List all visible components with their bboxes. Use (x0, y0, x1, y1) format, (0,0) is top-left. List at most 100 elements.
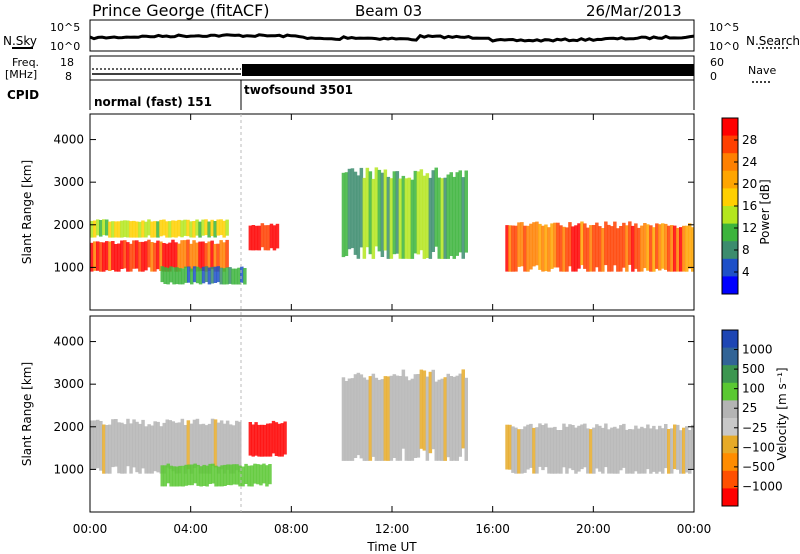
heatmap-cell (126, 220, 130, 238)
heatmap-cell (455, 172, 459, 256)
heatmap-cell (610, 427, 614, 474)
heatmap-cell (257, 225, 262, 251)
heatmap-cell (147, 424, 151, 474)
heatmap-cell (277, 423, 281, 457)
feature-3 (160, 266, 247, 285)
heatmap-cell (120, 240, 124, 269)
heatmap-cell (604, 423, 608, 468)
heatmap-cell (280, 423, 284, 457)
heatmap-cell (207, 241, 211, 271)
freq-label-2: [MHz] (5, 68, 37, 81)
station-title: Prince George (fitACF) (92, 1, 270, 20)
heatmap-cell (250, 465, 254, 487)
heatmap-cell (108, 241, 112, 271)
colorbar-swatch (722, 330, 738, 349)
colorbar-tick-label: 8 (742, 243, 750, 257)
heatmap-cell (180, 220, 184, 238)
heatmap-cell (153, 221, 157, 238)
colorbar-swatch (722, 435, 738, 454)
heatmap-cell (102, 219, 106, 236)
heatmap-cell (232, 464, 236, 485)
heatmap-cell (676, 424, 680, 470)
y-tick-label: 2000 (53, 420, 84, 434)
heatmap-cell (631, 225, 635, 272)
heatmap-cell (117, 422, 121, 474)
heatmap-cell (344, 381, 349, 461)
heatmap-cell (685, 225, 689, 272)
heatmap-cell (383, 169, 388, 251)
heatmap-cell (625, 225, 629, 272)
heatmap-cell (198, 268, 203, 285)
heatmap-cell (174, 422, 179, 474)
heatmap-cell (377, 169, 382, 252)
heatmap-cell (341, 377, 346, 461)
heatmap-cell (240, 266, 244, 283)
heatmap-cell (673, 424, 677, 470)
nave-tick-bottom: 0 (710, 70, 717, 83)
heatmap-cell (688, 430, 692, 474)
heatmap-cell (241, 466, 245, 487)
heatmap-cell (607, 429, 611, 474)
heatmap-cell (362, 377, 367, 461)
colorbar-tick-label: 25 (742, 401, 757, 415)
heatmap-cell (272, 225, 277, 251)
heatmap-cell (455, 375, 459, 461)
heatmap-cell (201, 423, 206, 474)
heatmap-cell (186, 239, 190, 268)
heatmap-cell (574, 427, 578, 474)
heatmap-cell (529, 423, 533, 468)
heatmap-cell (123, 424, 127, 474)
heatmap-cell (344, 172, 349, 256)
heatmap-cell (237, 267, 241, 285)
heatmap-cell (184, 266, 188, 283)
heatmap-cell (213, 243, 217, 272)
heatmap-cell (147, 239, 151, 268)
heatmap-cell (407, 380, 412, 461)
feature-4 (505, 423, 695, 474)
heatmap-cell (634, 425, 638, 472)
heatmap-cell (505, 225, 509, 272)
heatmap-cell (220, 465, 224, 487)
heatmap-cell (132, 240, 136, 269)
power-ylabel: Slant Range [km] (20, 160, 34, 264)
heatmap-cell (532, 427, 536, 474)
heatmap-cell (253, 463, 257, 484)
heatmap-cell (204, 243, 208, 272)
heatmap-cell (413, 170, 418, 254)
heatmap-cell (283, 421, 287, 455)
heatmap-cell (350, 378, 355, 461)
heatmap-cell (171, 421, 175, 472)
nsky-trace (89, 33, 695, 43)
heatmap-cell (181, 465, 185, 487)
colorbar-tick-label: 4 (742, 265, 750, 279)
heatmap-cell (571, 425, 575, 471)
heatmap-cell (108, 221, 112, 238)
heatmap-cell (359, 374, 364, 459)
heatmap-cell (199, 466, 203, 487)
heatmap-cell (174, 220, 178, 238)
heatmap-cell (135, 221, 139, 238)
heatmap-cell (222, 220, 226, 238)
heatmap-cell (634, 223, 638, 269)
heatmap-cell (425, 376, 430, 461)
heatmap-cell (247, 465, 251, 487)
heatmap-cell (222, 268, 226, 285)
heatmap-cell (362, 177, 367, 259)
x-tick-label: 00:00 (73, 522, 108, 536)
heatmap-cell (613, 221, 617, 266)
heatmap-cell (640, 426, 644, 474)
heatmap-cell (190, 464, 194, 486)
heatmap-cell (377, 379, 382, 461)
heatmap-cell (535, 221, 539, 266)
heatmap-cell (102, 424, 106, 474)
heatmap-cell (622, 423, 626, 468)
colorbar-swatch (722, 223, 738, 242)
heatmap-cell (589, 429, 593, 474)
heatmap-cell (190, 268, 194, 285)
heatmap-cell (682, 225, 686, 272)
cpid-mode-1: normal (fast) 151 (94, 95, 212, 109)
heatmap-cell (583, 423, 587, 468)
heatmap-cell (187, 464, 191, 486)
heatmap-cell (180, 418, 185, 467)
heatmap-cell (374, 167, 379, 247)
